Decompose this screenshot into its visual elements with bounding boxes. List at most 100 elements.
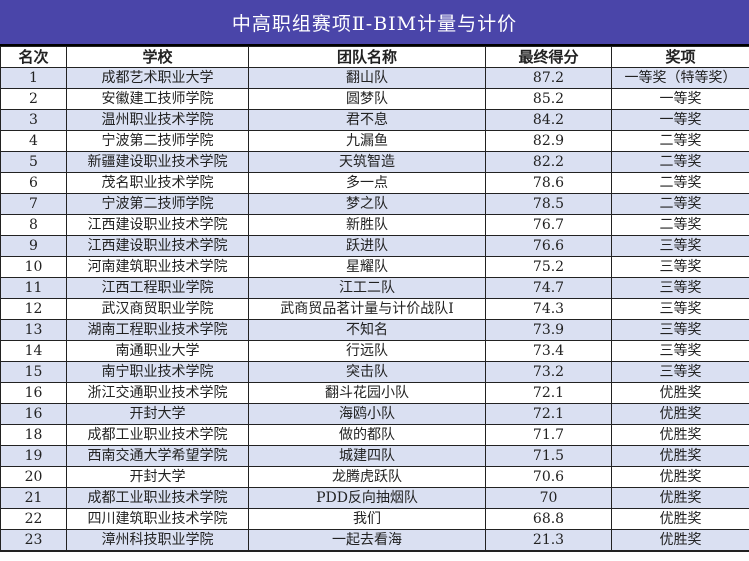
cell-rank: 13	[1, 320, 67, 341]
cell-rank: 19	[1, 446, 67, 467]
cell-team: 一起去看海	[249, 530, 486, 551]
cell-score: 70.6	[486, 467, 612, 488]
cell-award: 二等奖	[612, 194, 749, 215]
cell-team: 翻斗花园小队	[249, 383, 486, 404]
cell-award: 三等奖	[612, 257, 749, 278]
cell-award: 三等奖	[612, 320, 749, 341]
cell-team: 突击队	[249, 362, 486, 383]
cell-team: 城建四队	[249, 446, 486, 467]
cell-team: PDD反向抽烟队	[249, 488, 486, 509]
cell-award: 一等奖（特等奖）	[612, 68, 749, 89]
cell-team: 多一点	[249, 173, 486, 194]
cell-award: 三等奖	[612, 362, 749, 383]
cell-score: 73.4	[486, 341, 612, 362]
cell-school: 安徽建工技师学院	[67, 89, 249, 110]
cell-team: 我们	[249, 509, 486, 530]
cell-award: 二等奖	[612, 173, 749, 194]
cell-rank: 12	[1, 299, 67, 320]
cell-school: 温州职业技术学院	[67, 110, 249, 131]
cell-award: 优胜奖	[612, 383, 749, 404]
cell-score: 74.3	[486, 299, 612, 320]
cell-team: 梦之队	[249, 194, 486, 215]
header-school: 学校	[67, 47, 249, 68]
cell-score: 82.9	[486, 131, 612, 152]
cell-score: 82.2	[486, 152, 612, 173]
cell-school: 新疆建设职业技术学院	[67, 152, 249, 173]
cell-score: 71.5	[486, 446, 612, 467]
cell-school: 湖南工程职业技术学院	[67, 320, 249, 341]
cell-award: 三等奖	[612, 299, 749, 320]
cell-school: 河南建筑职业技术学院	[67, 257, 249, 278]
cell-team: 翻山队	[249, 68, 486, 89]
cell-school: 茂名职业技术学院	[67, 173, 249, 194]
cell-school: 南通职业大学	[67, 341, 249, 362]
cell-school: 漳州科技职业学院	[67, 530, 249, 551]
cell-rank: 4	[1, 131, 67, 152]
cell-team: 君不息	[249, 110, 486, 131]
cell-award: 优胜奖	[612, 425, 749, 446]
cell-rank: 2	[1, 89, 67, 110]
cell-team: 九漏鱼	[249, 131, 486, 152]
cell-school: 宁波第二技师学院	[67, 194, 249, 215]
cell-award: 三等奖	[612, 278, 749, 299]
cell-team: 圆梦队	[249, 89, 486, 110]
cell-rank: 5	[1, 152, 67, 173]
cell-rank: 15	[1, 362, 67, 383]
cell-score: 78.5	[486, 194, 612, 215]
cell-award: 优胜奖	[612, 446, 749, 467]
cell-award: 二等奖	[612, 152, 749, 173]
cell-score: 68.8	[486, 509, 612, 530]
cell-rank: 22	[1, 509, 67, 530]
cell-team: 江工二队	[249, 278, 486, 299]
cell-score: 78.6	[486, 173, 612, 194]
cell-score: 21.3	[486, 530, 612, 551]
cell-school: 江西建设职业技术学院	[67, 215, 249, 236]
table-title: 中高职组赛项Ⅱ-BIM计量与计价	[0, 0, 749, 46]
cell-award: 优胜奖	[612, 404, 749, 425]
cell-school: 西南交通大学希望学院	[67, 446, 249, 467]
cell-rank: 8	[1, 215, 67, 236]
cell-team: 不知名	[249, 320, 486, 341]
cell-score: 73.9	[486, 320, 612, 341]
cell-score: 71.7	[486, 425, 612, 446]
cell-score: 85.2	[486, 89, 612, 110]
cell-school: 开封大学	[67, 404, 249, 425]
cell-team: 行远队	[249, 341, 486, 362]
cell-school: 江西工程职业学院	[67, 278, 249, 299]
cell-school: 宁波第二技师学院	[67, 131, 249, 152]
cell-score: 72.1	[486, 383, 612, 404]
cell-rank: 16	[1, 404, 67, 425]
cell-school: 南宁职业技术学院	[67, 362, 249, 383]
cell-award: 一等奖	[612, 110, 749, 131]
cell-score: 76.6	[486, 236, 612, 257]
cell-team: 天筑智造	[249, 152, 486, 173]
cell-score: 87.2	[486, 68, 612, 89]
cell-school: 开封大学	[67, 467, 249, 488]
cell-team: 龙腾虎跃队	[249, 467, 486, 488]
cell-rank: 11	[1, 278, 67, 299]
cell-award: 二等奖	[612, 131, 749, 152]
cell-score: 74.7	[486, 278, 612, 299]
cell-rank: 9	[1, 236, 67, 257]
cell-rank: 7	[1, 194, 67, 215]
cell-score: 72.1	[486, 404, 612, 425]
cell-school: 浙江交通职业技术学院	[67, 383, 249, 404]
cell-score: 76.7	[486, 215, 612, 236]
cell-rank: 20	[1, 467, 67, 488]
cell-rank: 18	[1, 425, 67, 446]
header-award: 奖项	[612, 47, 749, 68]
cell-award: 优胜奖	[612, 467, 749, 488]
